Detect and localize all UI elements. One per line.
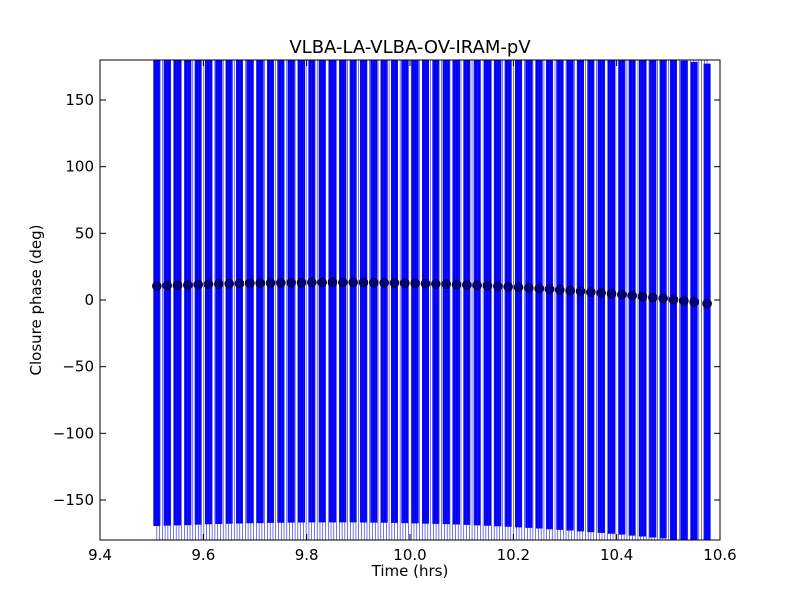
error-bars xyxy=(153,60,711,540)
data-point xyxy=(451,279,462,290)
data-point xyxy=(203,279,214,290)
data-point xyxy=(493,281,503,292)
data-point xyxy=(327,277,338,288)
data-point xyxy=(389,278,400,288)
data-point xyxy=(544,284,555,295)
data-point xyxy=(420,278,431,289)
data-point xyxy=(265,278,276,288)
data-point xyxy=(214,279,224,289)
data-point xyxy=(606,288,617,299)
data-point xyxy=(534,283,544,294)
data-point xyxy=(400,278,410,288)
x-axis-label: Time (hrs) xyxy=(371,562,449,580)
data-point xyxy=(658,293,668,304)
data-point xyxy=(245,278,255,289)
y-tick-label: −50 xyxy=(62,358,94,376)
data-point xyxy=(369,277,379,288)
data-point xyxy=(152,281,162,291)
data-point xyxy=(513,282,524,293)
data-point xyxy=(338,277,348,288)
data-point xyxy=(524,283,534,293)
x-tick-label: 10.2 xyxy=(497,546,530,564)
data-point xyxy=(162,280,172,291)
y-tick-label: 50 xyxy=(75,224,94,242)
data-point xyxy=(224,278,234,289)
data-point xyxy=(637,291,648,302)
data-point xyxy=(648,292,658,303)
data-point xyxy=(172,280,183,291)
x-axis-ticks: 9.4 9.6 9.8 10.0 10.2 10.4 10.6 xyxy=(88,60,737,564)
data-point xyxy=(307,277,317,288)
y-tick-label: 150 xyxy=(65,91,94,109)
data-point xyxy=(555,285,565,295)
x-tick-label: 9.4 xyxy=(88,546,112,564)
data-point xyxy=(679,295,689,306)
data-point xyxy=(702,298,712,309)
y-axis-ticks: −150 −100 −50 0 50 100 150 xyxy=(53,91,720,509)
x-tick-label: 10.6 xyxy=(703,546,736,564)
data-point xyxy=(586,287,596,297)
x-tick-label: 9.8 xyxy=(295,546,319,564)
y-tick-label: −100 xyxy=(53,424,94,442)
data-point xyxy=(689,297,699,307)
data-point xyxy=(296,277,307,288)
data-point xyxy=(565,285,575,296)
y-tick-label: −150 xyxy=(53,491,94,509)
y-axis-label: Closure phase (deg) xyxy=(27,225,45,376)
data-point xyxy=(379,277,389,288)
data-point xyxy=(575,286,586,297)
data-point xyxy=(482,280,493,291)
plot-area xyxy=(100,60,720,540)
data-point xyxy=(596,288,606,298)
data-point xyxy=(276,277,286,288)
x-tick-label: 10.0 xyxy=(393,546,426,564)
data-point xyxy=(627,290,637,301)
data-point xyxy=(472,280,482,291)
x-tick-label: 9.6 xyxy=(191,546,215,564)
data-point xyxy=(358,277,369,288)
data-point xyxy=(183,280,193,290)
data-points xyxy=(152,277,712,309)
y-tick-label: 0 xyxy=(84,291,94,309)
data-point xyxy=(431,279,441,289)
data-point xyxy=(234,278,245,289)
data-point xyxy=(286,277,296,288)
data-point xyxy=(410,278,420,289)
data-point xyxy=(317,277,327,288)
data-point xyxy=(193,279,203,290)
data-point xyxy=(462,280,472,290)
data-point xyxy=(668,294,679,305)
data-point xyxy=(503,281,513,292)
data-point xyxy=(255,278,265,288)
y-tick-label: 100 xyxy=(65,158,94,176)
data-point xyxy=(617,289,627,300)
chart-title: VLBA-LA-VLBA-OV-IRAM-pV xyxy=(289,37,531,58)
x-tick-label: 10.4 xyxy=(600,546,633,564)
data-point xyxy=(441,279,451,289)
data-point xyxy=(348,277,358,288)
